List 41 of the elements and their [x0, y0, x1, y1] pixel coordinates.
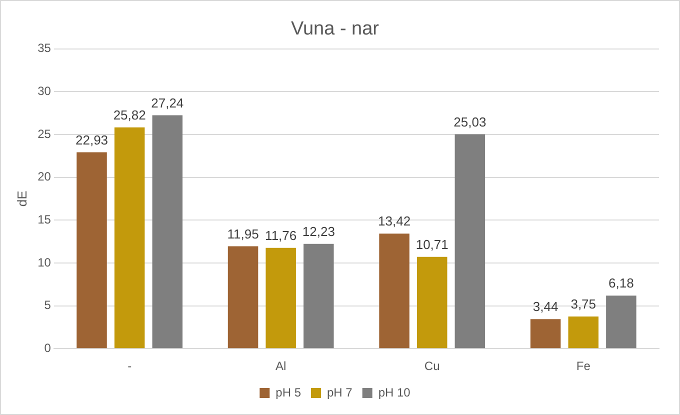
bar [152, 115, 183, 348]
x-tick-label: - [128, 359, 132, 374]
data-label: 12,23 [302, 224, 335, 239]
data-label: 13,42 [378, 214, 411, 229]
bar [530, 319, 561, 348]
bar [114, 127, 145, 348]
bar [454, 134, 486, 348]
data-label: 10,71 [416, 236, 448, 252]
y-tick-label: 0 [44, 340, 52, 355]
data-label: 3,75 [570, 296, 596, 312]
data-label: 11,95 [227, 226, 259, 242]
bar [228, 246, 258, 348]
data-label: 27,24 [151, 95, 184, 110]
y-tick-label: 30 [38, 84, 52, 98]
bar [304, 244, 334, 348]
y-tick-label: 10 [38, 255, 52, 270]
y-tick-label: 25 [38, 126, 52, 141]
y-tick-label: 35 [38, 41, 52, 56]
data-label: 25,03 [454, 114, 486, 130]
y-tick-label: 20 [38, 170, 52, 184]
data-label: 3,44 [532, 299, 558, 314]
y-tick-label: 15 [38, 212, 52, 226]
y-axis-title: dE [14, 190, 30, 207]
y-tick-label: 5 [44, 298, 52, 312]
bar [568, 316, 598, 348]
x-tick-label: Fe [576, 359, 591, 374]
legend-label: pH 10 [378, 385, 411, 400]
bar [606, 296, 636, 348]
bar [379, 234, 410, 348]
data-label: 11,76 [265, 228, 297, 243]
data-label: 22,93 [75, 132, 108, 148]
chart-title: Vuna - nar [290, 18, 380, 40]
bar [76, 152, 107, 348]
legend-label: pH 5 [276, 385, 302, 400]
data-label: 25,82 [113, 108, 146, 123]
x-tick-label: Cu [424, 359, 440, 374]
legend-label: pH 7 [326, 385, 353, 400]
bar [266, 248, 296, 348]
bar [416, 256, 448, 348]
data-label: 6,18 [608, 276, 634, 291]
x-tick-label: Al [276, 359, 286, 374]
